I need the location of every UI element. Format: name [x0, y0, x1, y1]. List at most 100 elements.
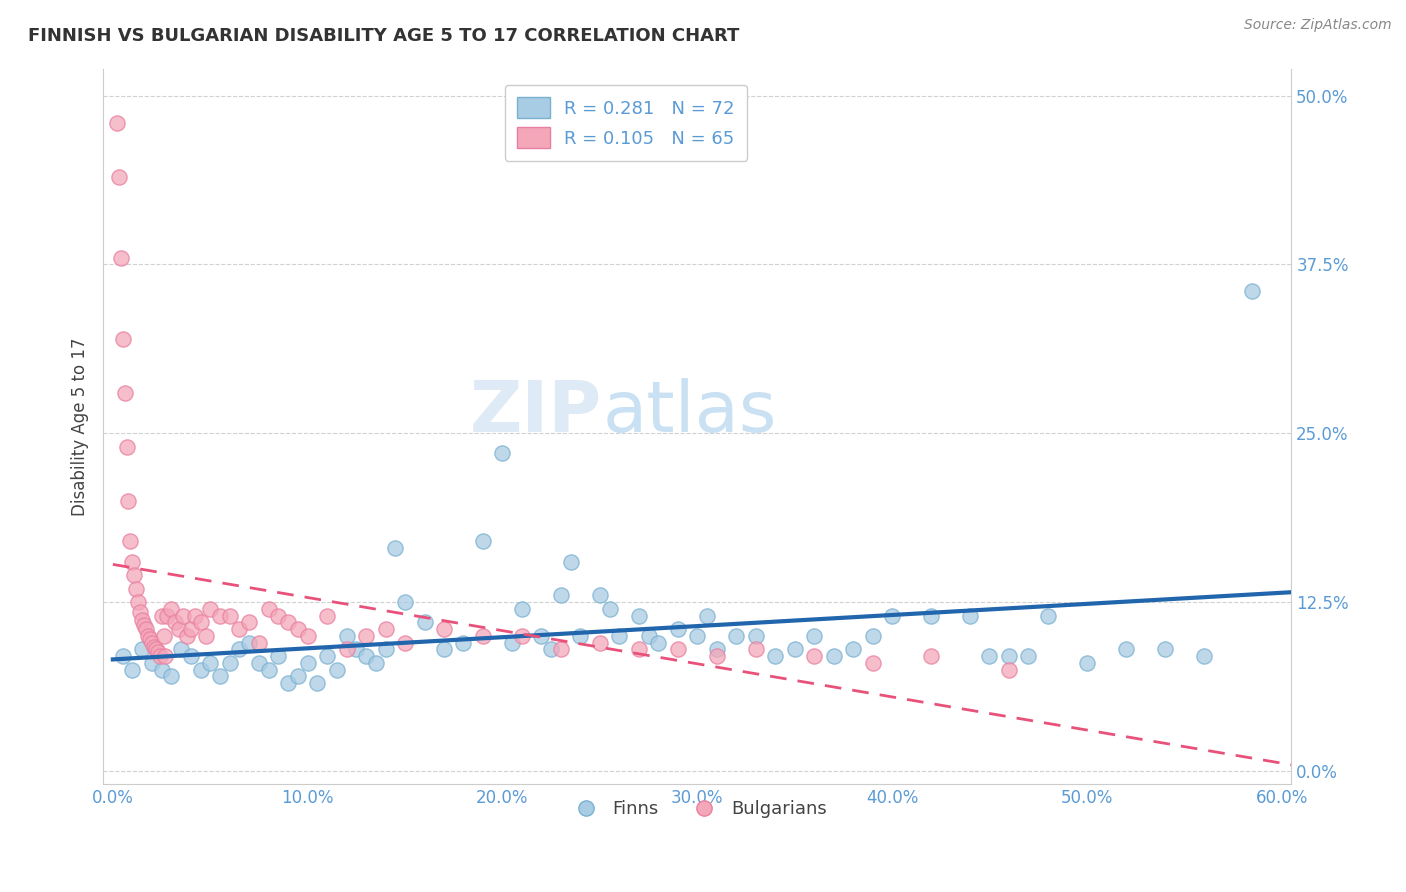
Point — [491, 446, 513, 460]
Point — [979, 649, 1001, 664]
Point — [218, 608, 240, 623]
Point — [125, 582, 148, 596]
Point — [803, 629, 825, 643]
Point — [257, 602, 280, 616]
Point — [247, 635, 270, 649]
Point — [920, 608, 942, 623]
Point — [180, 622, 202, 636]
Point — [374, 622, 396, 636]
Point — [107, 169, 129, 184]
Point — [136, 629, 159, 643]
Point — [783, 642, 806, 657]
Point — [117, 493, 139, 508]
Point — [129, 605, 152, 619]
Point — [200, 602, 222, 616]
Point — [599, 602, 621, 616]
Point — [344, 642, 367, 657]
Point — [637, 629, 659, 643]
Point — [190, 663, 212, 677]
Point — [114, 385, 136, 400]
Point — [1017, 649, 1039, 664]
Point — [132, 618, 155, 632]
Point — [150, 663, 173, 677]
Point — [550, 588, 572, 602]
Point — [135, 622, 157, 636]
Point — [142, 640, 165, 654]
Point — [307, 676, 329, 690]
Point — [510, 629, 533, 643]
Point — [139, 632, 162, 646]
Point — [862, 656, 884, 670]
Point — [316, 608, 339, 623]
Point — [105, 115, 128, 129]
Point — [725, 629, 748, 643]
Point — [277, 615, 299, 630]
Point — [453, 635, 475, 649]
Point — [170, 642, 193, 657]
Point — [374, 642, 396, 657]
Point — [607, 629, 630, 643]
Point — [155, 649, 177, 664]
Point — [208, 669, 231, 683]
Point — [1076, 656, 1098, 670]
Point — [686, 629, 709, 643]
Point — [540, 642, 562, 657]
Point — [433, 642, 456, 657]
Point — [413, 615, 436, 630]
Point — [277, 676, 299, 690]
Point — [111, 332, 134, 346]
Point — [336, 642, 359, 657]
Point — [1036, 608, 1059, 623]
Point — [998, 649, 1021, 664]
Point — [120, 534, 142, 549]
Point — [842, 642, 865, 657]
Point — [150, 608, 173, 623]
Point — [124, 568, 146, 582]
Point — [364, 656, 387, 670]
Point — [706, 642, 728, 657]
Point — [880, 608, 903, 623]
Point — [267, 608, 290, 623]
Point — [550, 642, 572, 657]
Point — [121, 555, 143, 569]
Point — [510, 602, 533, 616]
Point — [160, 669, 183, 683]
Point — [160, 602, 183, 616]
Point — [228, 642, 250, 657]
Point — [115, 440, 138, 454]
Point — [131, 642, 153, 657]
Point — [763, 649, 786, 664]
Point — [195, 629, 218, 643]
Point — [394, 595, 416, 609]
Point — [744, 642, 766, 657]
Point — [247, 656, 270, 670]
Point — [433, 622, 456, 636]
Point — [336, 629, 359, 643]
Point — [1115, 642, 1137, 657]
Point — [121, 663, 143, 677]
Point — [190, 615, 212, 630]
Point — [149, 649, 172, 664]
Point — [152, 629, 174, 643]
Point — [228, 622, 250, 636]
Point — [287, 622, 309, 636]
Point — [696, 608, 718, 623]
Point — [472, 629, 495, 643]
Point — [472, 534, 495, 549]
Point — [127, 595, 149, 609]
Point — [218, 656, 240, 670]
Point — [165, 615, 187, 630]
Point — [627, 608, 650, 623]
Point — [959, 608, 981, 623]
Point — [180, 649, 202, 664]
Y-axis label: Disability Age 5 to 17: Disability Age 5 to 17 — [72, 337, 89, 516]
Point — [744, 629, 766, 643]
Point — [167, 622, 190, 636]
Point — [394, 635, 416, 649]
Point — [326, 663, 349, 677]
Point — [238, 635, 260, 649]
Point — [998, 663, 1021, 677]
Point — [354, 649, 377, 664]
Point — [1192, 649, 1215, 664]
Point — [208, 608, 231, 623]
